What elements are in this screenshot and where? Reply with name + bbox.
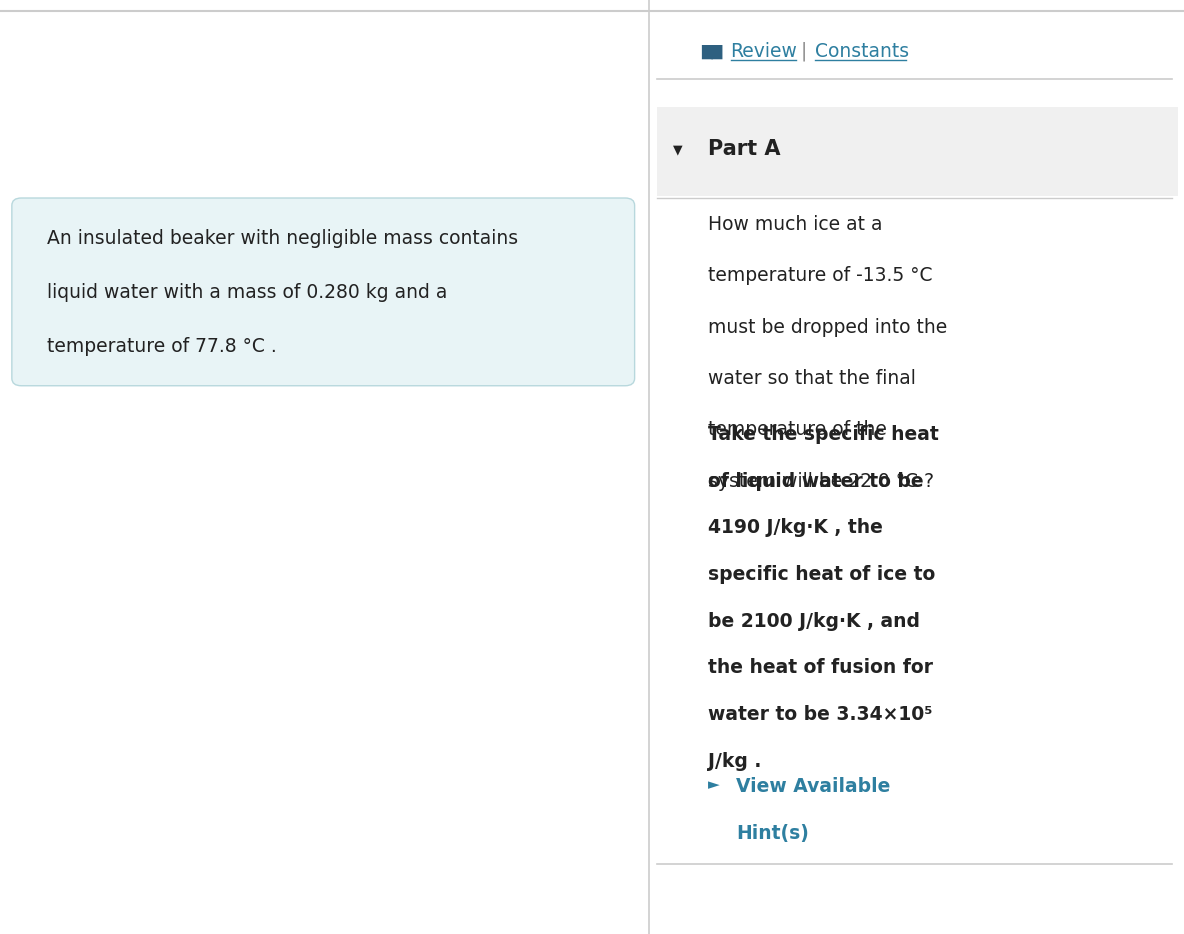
- Text: |: |: [800, 42, 806, 61]
- Text: be 2100 J/kg·K , and: be 2100 J/kg·K , and: [708, 612, 920, 630]
- Text: Constants: Constants: [815, 42, 908, 61]
- Text: system will be 22.0 °C ?: system will be 22.0 °C ?: [708, 472, 934, 490]
- Text: Review: Review: [731, 42, 797, 61]
- Text: temperature of 77.8 °C .: temperature of 77.8 °C .: [47, 337, 277, 356]
- Text: Part A: Part A: [708, 139, 780, 160]
- Text: the heat of fusion for: the heat of fusion for: [708, 658, 933, 677]
- Text: temperature of the: temperature of the: [708, 420, 887, 439]
- Text: ██: ██: [701, 44, 722, 59]
- Text: How much ice at a: How much ice at a: [708, 215, 882, 234]
- Text: temperature of -13.5 °C: temperature of -13.5 °C: [708, 266, 933, 285]
- FancyBboxPatch shape: [12, 198, 635, 386]
- Text: J/kg .: J/kg .: [708, 752, 761, 771]
- FancyBboxPatch shape: [657, 107, 1178, 196]
- Text: liquid water with a mass of 0.280 kg and a: liquid water with a mass of 0.280 kg and…: [47, 283, 448, 302]
- Text: must be dropped into the: must be dropped into the: [708, 318, 947, 336]
- Text: water so that the final: water so that the final: [708, 369, 916, 388]
- Text: Take the specific heat: Take the specific heat: [708, 425, 939, 444]
- Text: View Available: View Available: [736, 777, 890, 796]
- Text: 4190 J/kg·K , the: 4190 J/kg·K , the: [708, 518, 883, 537]
- Text: Hint(s): Hint(s): [736, 824, 810, 842]
- Text: specific heat of ice to: specific heat of ice to: [708, 565, 935, 584]
- Text: ▼: ▼: [673, 143, 682, 156]
- Text: of liquid water to be: of liquid water to be: [708, 472, 924, 490]
- Text: ►: ►: [708, 777, 720, 792]
- Text: water to be 3.34×10⁵: water to be 3.34×10⁵: [708, 705, 933, 724]
- Text: An insulated beaker with negligible mass contains: An insulated beaker with negligible mass…: [47, 229, 519, 248]
